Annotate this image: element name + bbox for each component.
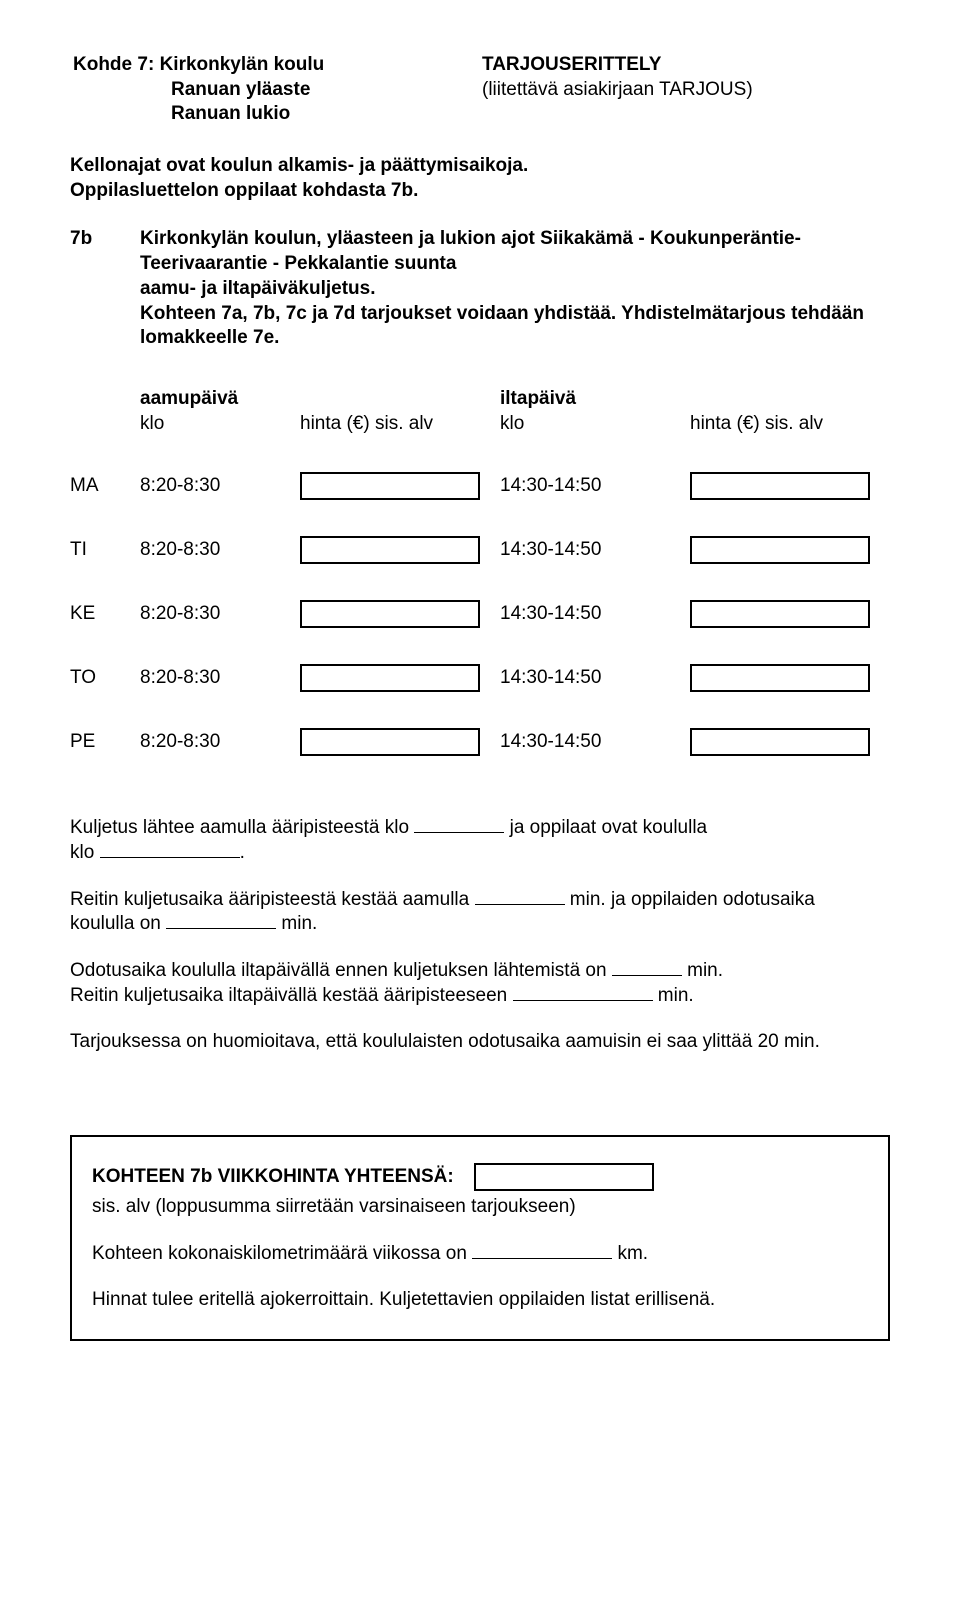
hinta-label-2: hinta (€) sis. alv xyxy=(690,412,823,437)
text: ja oppilaat ovat koululla xyxy=(504,817,707,838)
price-input-afternoon[interactable] xyxy=(690,536,870,564)
text: . xyxy=(240,842,245,863)
intro-line-2: Oppilasluettelon oppilaat kohdasta 7b. xyxy=(70,179,890,204)
blank-field[interactable] xyxy=(100,857,240,858)
weekly-price-input[interactable] xyxy=(474,1163,654,1191)
text: min. xyxy=(682,960,723,981)
intro-block: Kellonajat ovat koulun alkamis- ja päätt… xyxy=(70,154,890,203)
section-7b-line-1: Kirkonkylän koulun, yläasteen ja lukion … xyxy=(140,227,890,252)
summary-km: Kohteen kokonaiskilometrimäärä viikossa … xyxy=(92,1242,868,1267)
section-7b: 7b Kirkonkylän koulun, yläasteen ja luki… xyxy=(70,227,890,350)
price-input-afternoon[interactable] xyxy=(690,728,870,756)
summary-title: KOHTEEN 7b VIIKKOHINTA YHTEENSÄ: xyxy=(92,1165,454,1190)
header-block: Kohde 7: Kirkonkylän koulu Ranuan yläast… xyxy=(70,50,890,130)
price-input-afternoon[interactable] xyxy=(690,600,870,628)
day-label: TO xyxy=(70,666,140,691)
summary-box: KOHTEEN 7b VIIKKOHINTA YHTEENSÄ: sis. al… xyxy=(70,1135,890,1341)
para-3: Odotusaika koululla iltapäivällä ennen k… xyxy=(70,959,890,1008)
time-afternoon: 14:30-14:50 xyxy=(500,602,690,627)
text: Odotusaika koululla iltapäivällä ennen k… xyxy=(70,960,612,981)
schedule-row: TI 8:20-8:30 14:30-14:50 xyxy=(70,536,890,564)
schedule-row: PE 8:20-8:30 14:30-14:50 xyxy=(70,728,890,756)
price-input-morning[interactable] xyxy=(300,472,480,500)
para-2: Reitin kuljetusaika ääripisteestä kestää… xyxy=(70,888,890,937)
doc-subtitle: (liitettävä asiakirjaan TARJOUS) xyxy=(482,78,887,103)
text: km. xyxy=(612,1243,648,1264)
text: koululla on xyxy=(70,913,166,934)
day-label: TI xyxy=(70,538,140,563)
price-input-afternoon[interactable] xyxy=(690,664,870,692)
schedule-row: MA 8:20-8:30 14:30-14:50 xyxy=(70,472,890,500)
price-input-morning[interactable] xyxy=(300,728,480,756)
para-4: Tarjouksessa on huomioitava, että koulul… xyxy=(70,1030,890,1055)
time-morning: 8:20-8:30 xyxy=(140,602,300,627)
klo-label-1: klo xyxy=(140,412,300,437)
time-afternoon: 14:30-14:50 xyxy=(500,666,690,691)
blank-field[interactable] xyxy=(166,928,276,929)
text: min. ja oppilaiden odotusaika xyxy=(565,889,815,910)
ilta-label: iltapäivä xyxy=(500,387,690,412)
time-afternoon: 14:30-14:50 xyxy=(500,474,690,499)
price-input-morning[interactable] xyxy=(300,536,480,564)
section-7b-line-4: Kohteen 7a, 7b, 7c ja 7d tarjoukset void… xyxy=(140,302,890,351)
school-3: Ranuan lukio xyxy=(171,103,290,124)
price-input-afternoon[interactable] xyxy=(690,472,870,500)
schedule-row: TO 8:20-8:30 14:30-14:50 xyxy=(70,664,890,692)
blank-field[interactable] xyxy=(612,975,682,976)
text: Kohteen kokonaiskilometrimäärä viikossa … xyxy=(92,1243,472,1264)
text: Reitin kuljetusaika iltapäivällä kestää … xyxy=(70,985,513,1006)
text: klo xyxy=(70,842,100,863)
price-input-morning[interactable] xyxy=(300,600,480,628)
time-morning: 8:20-8:30 xyxy=(140,538,300,563)
time-morning: 8:20-8:30 xyxy=(140,666,300,691)
summary-last: Hinnat tulee eritellä ajokerroittain. Ku… xyxy=(92,1288,868,1313)
blank-field[interactable] xyxy=(513,1000,653,1001)
time-afternoon: 14:30-14:50 xyxy=(500,538,690,563)
text: Kuljetus lähtee aamulla ääripisteestä kl… xyxy=(70,817,414,838)
para-1: Kuljetus lähtee aamulla ääripisteestä kl… xyxy=(70,816,890,865)
day-label: MA xyxy=(70,474,140,499)
klo-label-2: klo xyxy=(500,412,690,437)
schedule-header: aamupäivä klo hinta (€) sis. alv iltapäi… xyxy=(70,387,890,436)
section-7b-line-3: aamu- ja iltapäiväkuljetus. xyxy=(140,277,890,302)
kohde-label: Kohde 7: xyxy=(73,54,154,75)
text: Reitin kuljetusaika ääripisteestä kestää… xyxy=(70,889,475,910)
blank-field[interactable] xyxy=(472,1258,612,1259)
day-label: PE xyxy=(70,730,140,755)
price-input-morning[interactable] xyxy=(300,664,480,692)
section-7b-line-2: Teerivaarantie - Pekkalantie suunta xyxy=(140,252,890,277)
blank-field[interactable] xyxy=(414,832,504,833)
text: min. xyxy=(276,913,317,934)
section-7b-label: 7b xyxy=(70,227,140,350)
day-label: KE xyxy=(70,602,140,627)
time-morning: 8:20-8:30 xyxy=(140,730,300,755)
summary-line-2: sis. alv (loppusumma siirretään varsinai… xyxy=(92,1195,868,1220)
schedule-row: KE 8:20-8:30 14:30-14:50 xyxy=(70,600,890,628)
time-morning: 8:20-8:30 xyxy=(140,474,300,499)
blank-field[interactable] xyxy=(475,904,565,905)
intro-line-1: Kellonajat ovat koulun alkamis- ja päätt… xyxy=(70,154,890,179)
text: min. xyxy=(653,985,694,1006)
time-afternoon: 14:30-14:50 xyxy=(500,730,690,755)
school-2: Ranuan yläaste xyxy=(171,79,310,100)
aamu-label: aamupäivä xyxy=(140,387,300,412)
doc-title: TARJOUSERITTELY xyxy=(482,53,887,78)
school-1: Kirkonkylän koulu xyxy=(160,54,325,75)
hinta-label-1: hinta (€) sis. alv xyxy=(300,412,500,437)
